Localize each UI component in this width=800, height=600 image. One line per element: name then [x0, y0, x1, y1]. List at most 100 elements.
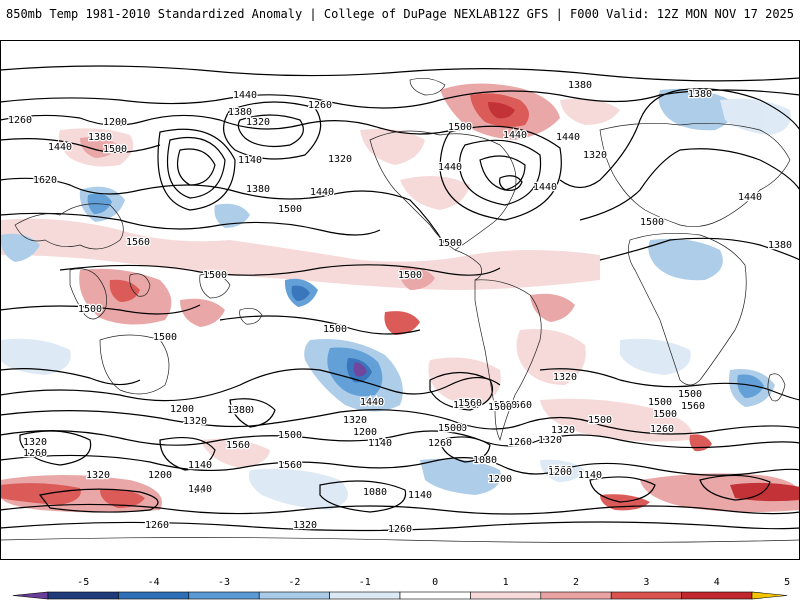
colorbar-bin	[681, 591, 753, 600]
contour-label: 1380	[227, 405, 251, 416]
contour-label: 1080	[363, 487, 387, 498]
contour-label: 1500	[653, 409, 677, 420]
contour-label: 1440	[188, 484, 212, 495]
contour-label: 1260	[650, 424, 674, 435]
contour-label: 1380	[230, 405, 254, 416]
contour-label: 1560	[278, 460, 302, 471]
colorbar-bin	[329, 591, 401, 600]
contour-label: 1500	[438, 423, 462, 434]
contour-label: 1320	[23, 437, 47, 448]
contour-label: 1500	[278, 204, 302, 215]
contour-label: 1320	[293, 520, 317, 531]
colorbar: -5 -4 -3 -2 -1 0 1 2 3 4 5	[0, 560, 800, 600]
contour-label: 1140	[368, 438, 392, 449]
contour-label: 1320	[328, 154, 352, 165]
contour-label: 1380	[228, 107, 252, 118]
contour-label: 1380	[246, 184, 270, 195]
contour-label: 1440	[360, 397, 384, 408]
colorbar-tick-label: -4	[148, 577, 160, 588]
colorbar-overflow	[751, 591, 788, 600]
contour-label: 1500	[648, 397, 672, 408]
height-contours	[0, 65, 800, 532]
contour-label: 1440	[556, 132, 580, 143]
contour-label: 1140	[408, 490, 432, 501]
contour-label: 1560	[458, 398, 482, 409]
contour-label: 1380	[443, 423, 467, 434]
contour-label: 1200	[148, 470, 172, 481]
contour-label: 1320	[553, 372, 577, 383]
colorbar-tick-label: -3	[218, 577, 230, 588]
contour-label: 1500	[488, 402, 512, 413]
contour-label: 1200	[548, 467, 572, 478]
contour-label: 1320	[538, 435, 562, 446]
contour-label: 1320	[183, 416, 207, 427]
contour-label: 1140	[238, 155, 262, 166]
contour-label: 1320	[583, 150, 607, 161]
contour-label: 1560	[493, 400, 517, 411]
contour-label: 1140	[188, 460, 212, 471]
header: 850mb Temp 1981-2010 Standardized Anomal…	[0, 0, 800, 34]
contour-label: 1500	[323, 324, 347, 335]
contour-label: 1380	[768, 240, 792, 251]
colorbar-tick-label: -5	[77, 577, 89, 588]
contour-label: 1140	[578, 470, 602, 481]
colorbar-bin	[47, 591, 119, 600]
colorbar-tick-label: 3	[643, 577, 649, 588]
contour-label: 1500	[203, 270, 227, 281]
colorbar-bin	[188, 591, 260, 600]
colorbar-bin	[540, 591, 612, 600]
contour-label: 1500	[153, 332, 177, 343]
contour-label: 1080	[473, 455, 497, 466]
contour-label: 1200	[103, 117, 127, 128]
contour-label: 1320	[86, 470, 110, 481]
contour-label: 1500	[588, 415, 612, 426]
colorbar-bin	[470, 591, 542, 600]
anomaly-map[interactable]: 1440 1260 1380 1320 1260 1200 1380 1440 1500 1140…	[0, 40, 800, 560]
contour-label: 1380	[688, 89, 712, 100]
colorbar-tick-label: 2	[573, 577, 579, 588]
contour-label: 1260	[145, 520, 169, 531]
contour-label: 1380	[568, 80, 592, 91]
contour-label: 1260	[508, 437, 532, 448]
contour-label: 1200	[488, 474, 512, 485]
colorbar-bin	[118, 591, 190, 600]
contour-label: 1500	[78, 304, 102, 315]
contour-label: 1260	[8, 115, 32, 126]
run-valid-time: 12Z GFS | F000 Valid: 12Z MON NOV 17 202…	[497, 7, 794, 21]
contour-label: 1500	[678, 389, 702, 400]
contour-label: 1500	[453, 400, 477, 411]
colorbar-tick-label: -2	[288, 577, 300, 588]
contour-label: 1560	[126, 237, 150, 248]
colorbar-underflow	[12, 591, 49, 600]
contour-label: 1560	[508, 400, 532, 411]
contour-label: 1320	[551, 425, 575, 436]
map-title: 850mb Temp 1981-2010 Standardized Anomal…	[6, 7, 498, 21]
contour-label: 1560	[548, 465, 572, 476]
contour-label: 1440	[533, 182, 557, 193]
colorbar-tick-label: 4	[714, 577, 720, 588]
contour-label: 1260	[308, 100, 332, 111]
contour-label: 1260	[23, 448, 47, 459]
contour-label: 1380	[88, 132, 112, 143]
contour-label: 1440	[48, 142, 72, 153]
coastlines	[0, 78, 800, 543]
contour-label: 1260	[388, 524, 412, 535]
contour-label: 1320	[343, 415, 367, 426]
colorbar-bin	[399, 591, 471, 600]
contour-label: 1260	[428, 438, 452, 449]
colorbar-tick-label: 1	[503, 577, 509, 588]
contour-label: 1500	[640, 217, 664, 228]
contour-label: 1440	[233, 90, 257, 101]
contour-label: 1440	[738, 192, 762, 203]
contour-label: 1440	[503, 130, 527, 141]
contour-label: 1500	[438, 238, 462, 249]
contour-label: 1500	[448, 122, 472, 133]
colorbar-bin	[610, 591, 682, 600]
colorbar-tick-label: 5	[784, 577, 790, 588]
contour-label: 1200	[170, 404, 194, 415]
anomaly-shading	[0, 83, 800, 513]
colorbar-tick-label: 0	[432, 577, 438, 588]
contour-label: 1500	[278, 430, 302, 441]
contour-label: 1200	[353, 427, 377, 438]
contour-label: 1560	[681, 401, 705, 412]
